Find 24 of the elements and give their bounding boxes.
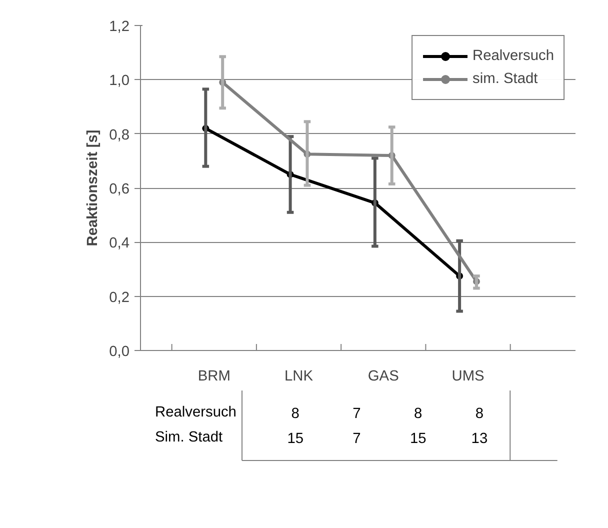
x-tick-label: UMS <box>452 368 485 384</box>
text: 8 <box>414 406 422 422</box>
y-tick-label: 0,0 <box>109 344 130 360</box>
text: 7 <box>352 431 361 447</box>
text: 15 <box>287 431 304 447</box>
text: Sim. Stadt <box>155 430 223 446</box>
y-tick-label: 1,0 <box>109 73 130 90</box>
x-tick-label: BRM <box>198 368 230 384</box>
text: 8 <box>475 406 484 422</box>
y-tick-label: 0,4 <box>109 236 130 252</box>
y-tick-label: 0,6 <box>109 182 130 198</box>
y-tick-label: 0,8 <box>109 127 130 144</box>
text: 7 <box>352 406 361 422</box>
x-tick-label: GAS <box>368 368 400 384</box>
y-axis-title: Reaktionszeit [s] <box>85 130 102 246</box>
y-tick-label: 0,2 <box>109 290 130 306</box>
text: 15 <box>410 431 426 447</box>
text: 13 <box>471 431 488 447</box>
legend-label: Realversuch <box>472 48 554 64</box>
text: 8 <box>291 406 300 422</box>
legend-label: sim. Stadt <box>472 71 538 87</box>
text: Realversuch <box>155 404 236 420</box>
y-tick-label: 1,2 <box>109 19 130 35</box>
x-tick-label: LNK <box>284 368 314 384</box>
